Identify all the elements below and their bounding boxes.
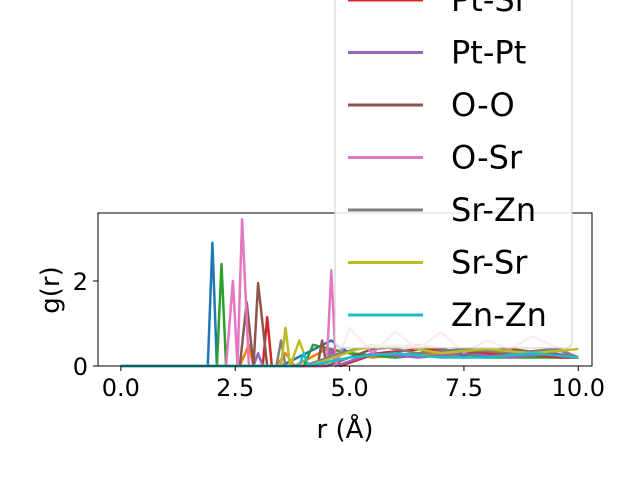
x-tick-label: 5.0 — [330, 374, 368, 402]
x-ticks: 0.0 2.5 5.0 7.5 10.0 — [102, 366, 605, 402]
series-line-8 — [120, 326, 579, 368]
x-tick-label: 0.0 — [102, 374, 140, 402]
legend-label: Pt-Sr — [451, 0, 529, 19]
legend-label: Zn-Zn — [451, 296, 547, 334]
legend-box — [334, 0, 573, 349]
legend: Pt-Sr Pt-Pt O-O O-Sr Sr-Zn Sr-Sr Zn-Zn — [334, 0, 573, 349]
y-tick-label: 0 — [73, 353, 88, 381]
legend-label: Pt-Pt — [451, 34, 526, 72]
legend-label: Sr-Zn — [451, 191, 536, 229]
series-line-9 — [120, 352, 579, 368]
x-axis-label: r (Å) — [316, 413, 373, 445]
x-tick-label: 10.0 — [552, 374, 605, 402]
y-tick-label: 2 — [73, 268, 88, 296]
x-tick-label: 2.5 — [216, 374, 254, 402]
x-tick-label: 7.5 — [445, 374, 483, 402]
legend-label: Sr-Sr — [451, 244, 528, 282]
y-ticks: 02 — [73, 268, 98, 381]
legend-label: O-O — [451, 86, 515, 124]
legend-label: O-Sr — [451, 139, 523, 177]
y-axis-label: g(r) — [36, 266, 66, 313]
